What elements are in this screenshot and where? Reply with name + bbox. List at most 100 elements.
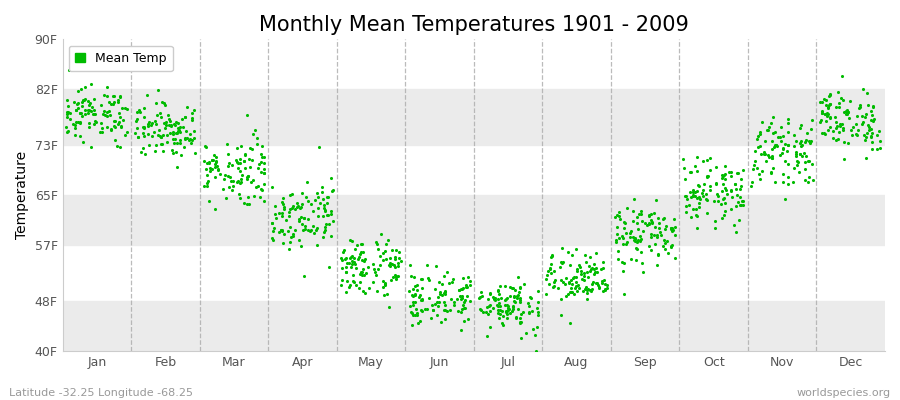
Point — [346, 272, 360, 279]
Point — [826, 134, 841, 141]
Point — [623, 230, 637, 236]
Point — [493, 302, 508, 309]
Point — [724, 169, 738, 175]
Point — [415, 296, 429, 303]
Point — [73, 132, 87, 139]
Point — [130, 116, 144, 123]
Point — [580, 287, 594, 293]
Point — [113, 124, 128, 130]
Point — [272, 229, 286, 235]
Point — [663, 225, 678, 231]
Point — [716, 215, 730, 221]
Point — [627, 196, 642, 202]
Point — [238, 165, 252, 172]
Point — [164, 122, 178, 129]
Point — [167, 136, 182, 142]
Point — [94, 129, 109, 135]
Point — [256, 160, 271, 166]
Point — [628, 235, 643, 241]
Point — [814, 110, 829, 116]
Point — [689, 225, 704, 231]
Point — [345, 252, 359, 259]
Point — [747, 158, 761, 164]
Point — [453, 293, 467, 299]
Point — [136, 130, 150, 136]
Point — [832, 121, 847, 127]
Point — [457, 318, 472, 324]
Point — [734, 182, 749, 189]
Point — [760, 127, 774, 133]
Point — [294, 214, 309, 220]
Point — [77, 110, 92, 117]
Point — [233, 180, 248, 186]
Point — [514, 310, 528, 317]
Point — [624, 256, 638, 262]
Point — [217, 176, 231, 182]
Point — [751, 165, 765, 171]
Point — [778, 196, 792, 202]
Point — [511, 306, 526, 312]
Point — [585, 286, 599, 292]
Point — [757, 151, 771, 157]
Point — [618, 241, 633, 247]
Point — [284, 206, 298, 212]
Point — [599, 285, 614, 292]
Point — [128, 130, 142, 136]
Point — [61, 109, 76, 115]
Point — [304, 201, 319, 208]
Point — [346, 254, 361, 261]
Point — [179, 104, 194, 110]
Point — [688, 188, 703, 195]
Point — [414, 297, 428, 303]
Point — [140, 122, 155, 129]
Point — [578, 252, 592, 259]
Point — [265, 184, 279, 190]
Point — [572, 262, 586, 268]
Point — [414, 307, 428, 314]
Point — [226, 183, 240, 189]
Point — [858, 137, 872, 144]
Point — [411, 320, 426, 326]
Point — [276, 195, 291, 201]
Point — [616, 235, 630, 242]
Point — [634, 249, 648, 255]
Point — [325, 188, 339, 194]
Point — [290, 199, 304, 206]
Point — [94, 120, 108, 126]
Point — [683, 188, 698, 195]
Point — [587, 261, 601, 267]
Point — [565, 281, 580, 287]
Point — [748, 148, 762, 154]
Point — [317, 205, 331, 212]
Point — [161, 112, 176, 118]
Point — [235, 171, 249, 178]
Point — [310, 194, 325, 200]
Point — [368, 272, 382, 278]
Point — [796, 150, 811, 156]
Point — [716, 175, 730, 181]
Point — [718, 200, 733, 206]
Point — [130, 125, 144, 132]
Point — [583, 266, 598, 272]
Point — [828, 119, 842, 125]
Point — [837, 109, 851, 116]
Point — [437, 307, 452, 314]
Point — [852, 101, 867, 108]
Point — [233, 156, 248, 162]
Point — [463, 298, 477, 304]
Point — [315, 213, 329, 220]
Point — [521, 300, 535, 306]
Point — [120, 128, 134, 135]
Point — [768, 179, 782, 186]
Point — [378, 280, 392, 286]
Point — [100, 108, 114, 115]
Point — [61, 128, 76, 134]
Point — [628, 235, 643, 242]
Point — [93, 129, 107, 136]
Point — [298, 226, 312, 232]
Point — [752, 171, 766, 177]
Point — [841, 109, 855, 116]
Point — [339, 289, 354, 295]
Point — [510, 274, 525, 280]
Point — [684, 168, 698, 175]
